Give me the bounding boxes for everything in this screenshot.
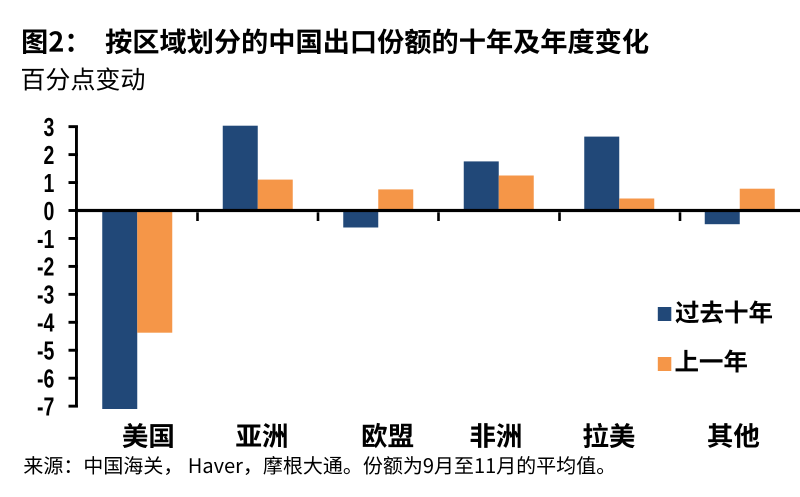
svg-text:0: 0 bbox=[43, 196, 54, 225]
svg-text:-6: -6 bbox=[37, 364, 54, 393]
svg-text:-4: -4 bbox=[37, 308, 55, 337]
svg-text:-5: -5 bbox=[37, 336, 55, 365]
svg-text:-3: -3 bbox=[37, 280, 54, 309]
svg-text:1: 1 bbox=[43, 168, 54, 197]
svg-text:-7: -7 bbox=[37, 392, 54, 421]
svg-text:-2: -2 bbox=[37, 252, 54, 281]
svg-text:2: 2 bbox=[43, 140, 54, 169]
svg-text:3: 3 bbox=[43, 112, 54, 141]
svg-text:-1: -1 bbox=[37, 224, 55, 253]
